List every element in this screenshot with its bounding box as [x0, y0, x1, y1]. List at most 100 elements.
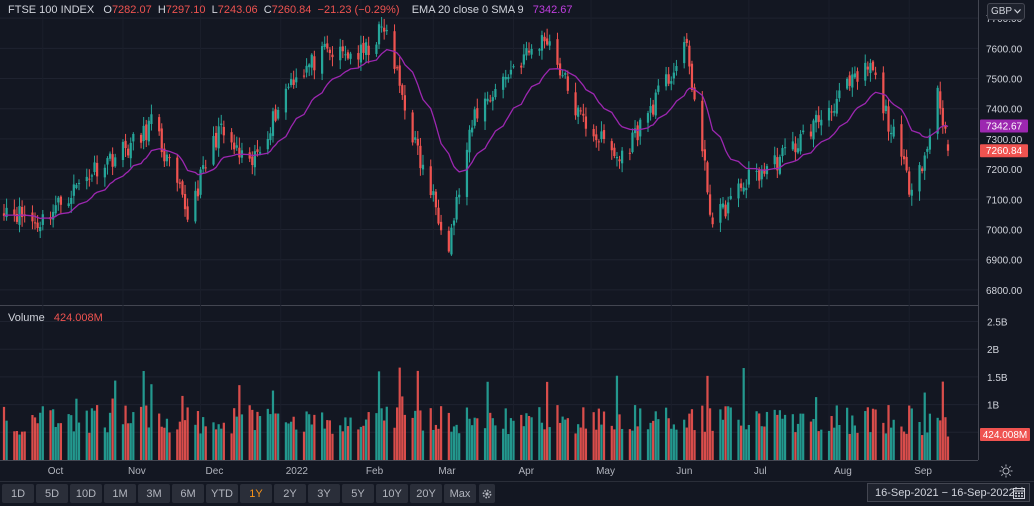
candle-body [491, 97, 494, 102]
price-tick-label: 7500.00 [986, 75, 1023, 86]
candle-body [194, 190, 197, 222]
time-axis-label: Oct [48, 466, 64, 477]
volume-bar [450, 431, 453, 460]
candle-body [781, 148, 784, 157]
indicator-label[interactable]: EMA 20 close 0 SMA 9 [411, 4, 524, 16]
candle-body [403, 95, 406, 111]
candle-body [419, 145, 422, 169]
volume-bar [827, 430, 831, 460]
volume-bar [595, 429, 598, 460]
range-3y-button[interactable]: 3Y [308, 484, 340, 503]
range-2y-button[interactable]: 2Y [274, 484, 306, 503]
volume-bar [564, 419, 567, 460]
volume-bar [773, 409, 776, 460]
volume-bar [727, 406, 730, 460]
range-1y-button[interactable]: 1Y [240, 484, 272, 503]
volume-bar [147, 427, 150, 460]
volume-bar [802, 413, 805, 460]
volume-bar [357, 429, 360, 460]
price-tick-label: 7100.00 [986, 195, 1023, 206]
candle-body [473, 109, 476, 126]
candle-body [220, 123, 223, 125]
volume-bar [295, 429, 298, 460]
volume-bar [5, 420, 8, 460]
candle-body [721, 203, 725, 208]
volume-bar [269, 414, 272, 460]
volume-bar [77, 422, 81, 460]
volume-bar [817, 431, 820, 460]
price-tick-label: 7400.00 [986, 105, 1023, 116]
candle-body [85, 176, 88, 182]
volume-label[interactable]: Volume [8, 312, 45, 324]
range-3m-button[interactable]: 3M [138, 484, 170, 503]
range-20y-button[interactable]: 20Y [410, 484, 442, 503]
candle-body [621, 150, 624, 164]
range-1d-button[interactable]: 1D [2, 484, 34, 503]
candle-body [202, 165, 205, 169]
volume-bar [434, 424, 438, 460]
candle-body [742, 187, 745, 192]
range-6m-button[interactable]: 6M [172, 484, 204, 503]
volume-bar [13, 431, 16, 460]
volume-bar [473, 417, 476, 460]
date-range-picker[interactable]: 16-Sep-2021 − 16-Sep-2022 [867, 483, 1030, 502]
range-5d-button[interactable]: 5D [36, 484, 68, 503]
volume-tick-label: 2.5B [987, 318, 1008, 329]
volume-bar [946, 436, 950, 460]
volume-bar [49, 410, 52, 460]
candle-body [848, 75, 851, 86]
candle-body [331, 54, 334, 58]
volume-bar [548, 427, 551, 460]
range-10d-button[interactable]: 10D [70, 484, 102, 503]
candle-body [814, 114, 818, 123]
volume-bar [220, 428, 223, 460]
volume-bar [892, 419, 895, 460]
candle-body [437, 207, 440, 224]
candle-body [941, 107, 944, 126]
low-value: 7243.06 [217, 4, 258, 16]
candle-body [158, 117, 161, 132]
volume-bar [814, 397, 818, 460]
candle-body [253, 151, 256, 168]
volume-bar [701, 405, 704, 460]
range-max-button[interactable]: Max [444, 484, 476, 503]
candle-body [269, 133, 272, 141]
volume-bar [778, 410, 782, 460]
range-ytd-button[interactable]: YTD [206, 484, 238, 503]
range-5y-button[interactable]: 5Y [342, 484, 374, 503]
volume-bar [129, 423, 132, 460]
candle-body [657, 85, 660, 92]
volume-bar [240, 414, 244, 460]
candle-body [124, 140, 127, 149]
volume-bar [455, 424, 458, 460]
volume-bar [918, 421, 921, 460]
range-settings-button[interactable] [479, 484, 495, 503]
volume-bar [271, 390, 275, 460]
chevron-down-icon [1014, 9, 1021, 14]
currency-selector[interactable]: GBP [987, 3, 1025, 20]
candle-body [610, 141, 613, 151]
candle-body [923, 155, 926, 171]
candle-body [910, 189, 913, 196]
candle-body [39, 227, 42, 232]
candle-body [631, 132, 634, 153]
candle-body [121, 141, 125, 161]
volume-bar [520, 414, 523, 460]
candle-body [439, 221, 443, 231]
candle-body [77, 183, 81, 185]
range-10y-button[interactable]: 10Y [376, 484, 408, 503]
volume-bar [331, 433, 334, 460]
candle-body [556, 39, 559, 65]
volume-bar [540, 422, 544, 460]
chart-settings-button[interactable] [996, 462, 1016, 480]
volume-bar [85, 410, 88, 460]
candle-body [129, 142, 132, 159]
time-axis-label: Dec [206, 466, 224, 477]
price-tick-label: 7200.00 [986, 165, 1023, 176]
volume-bar [403, 414, 406, 460]
candle-body [258, 152, 262, 154]
range-1m-button[interactable]: 1M [104, 484, 136, 503]
volume-bar [602, 411, 606, 460]
volume-bar [610, 425, 613, 460]
